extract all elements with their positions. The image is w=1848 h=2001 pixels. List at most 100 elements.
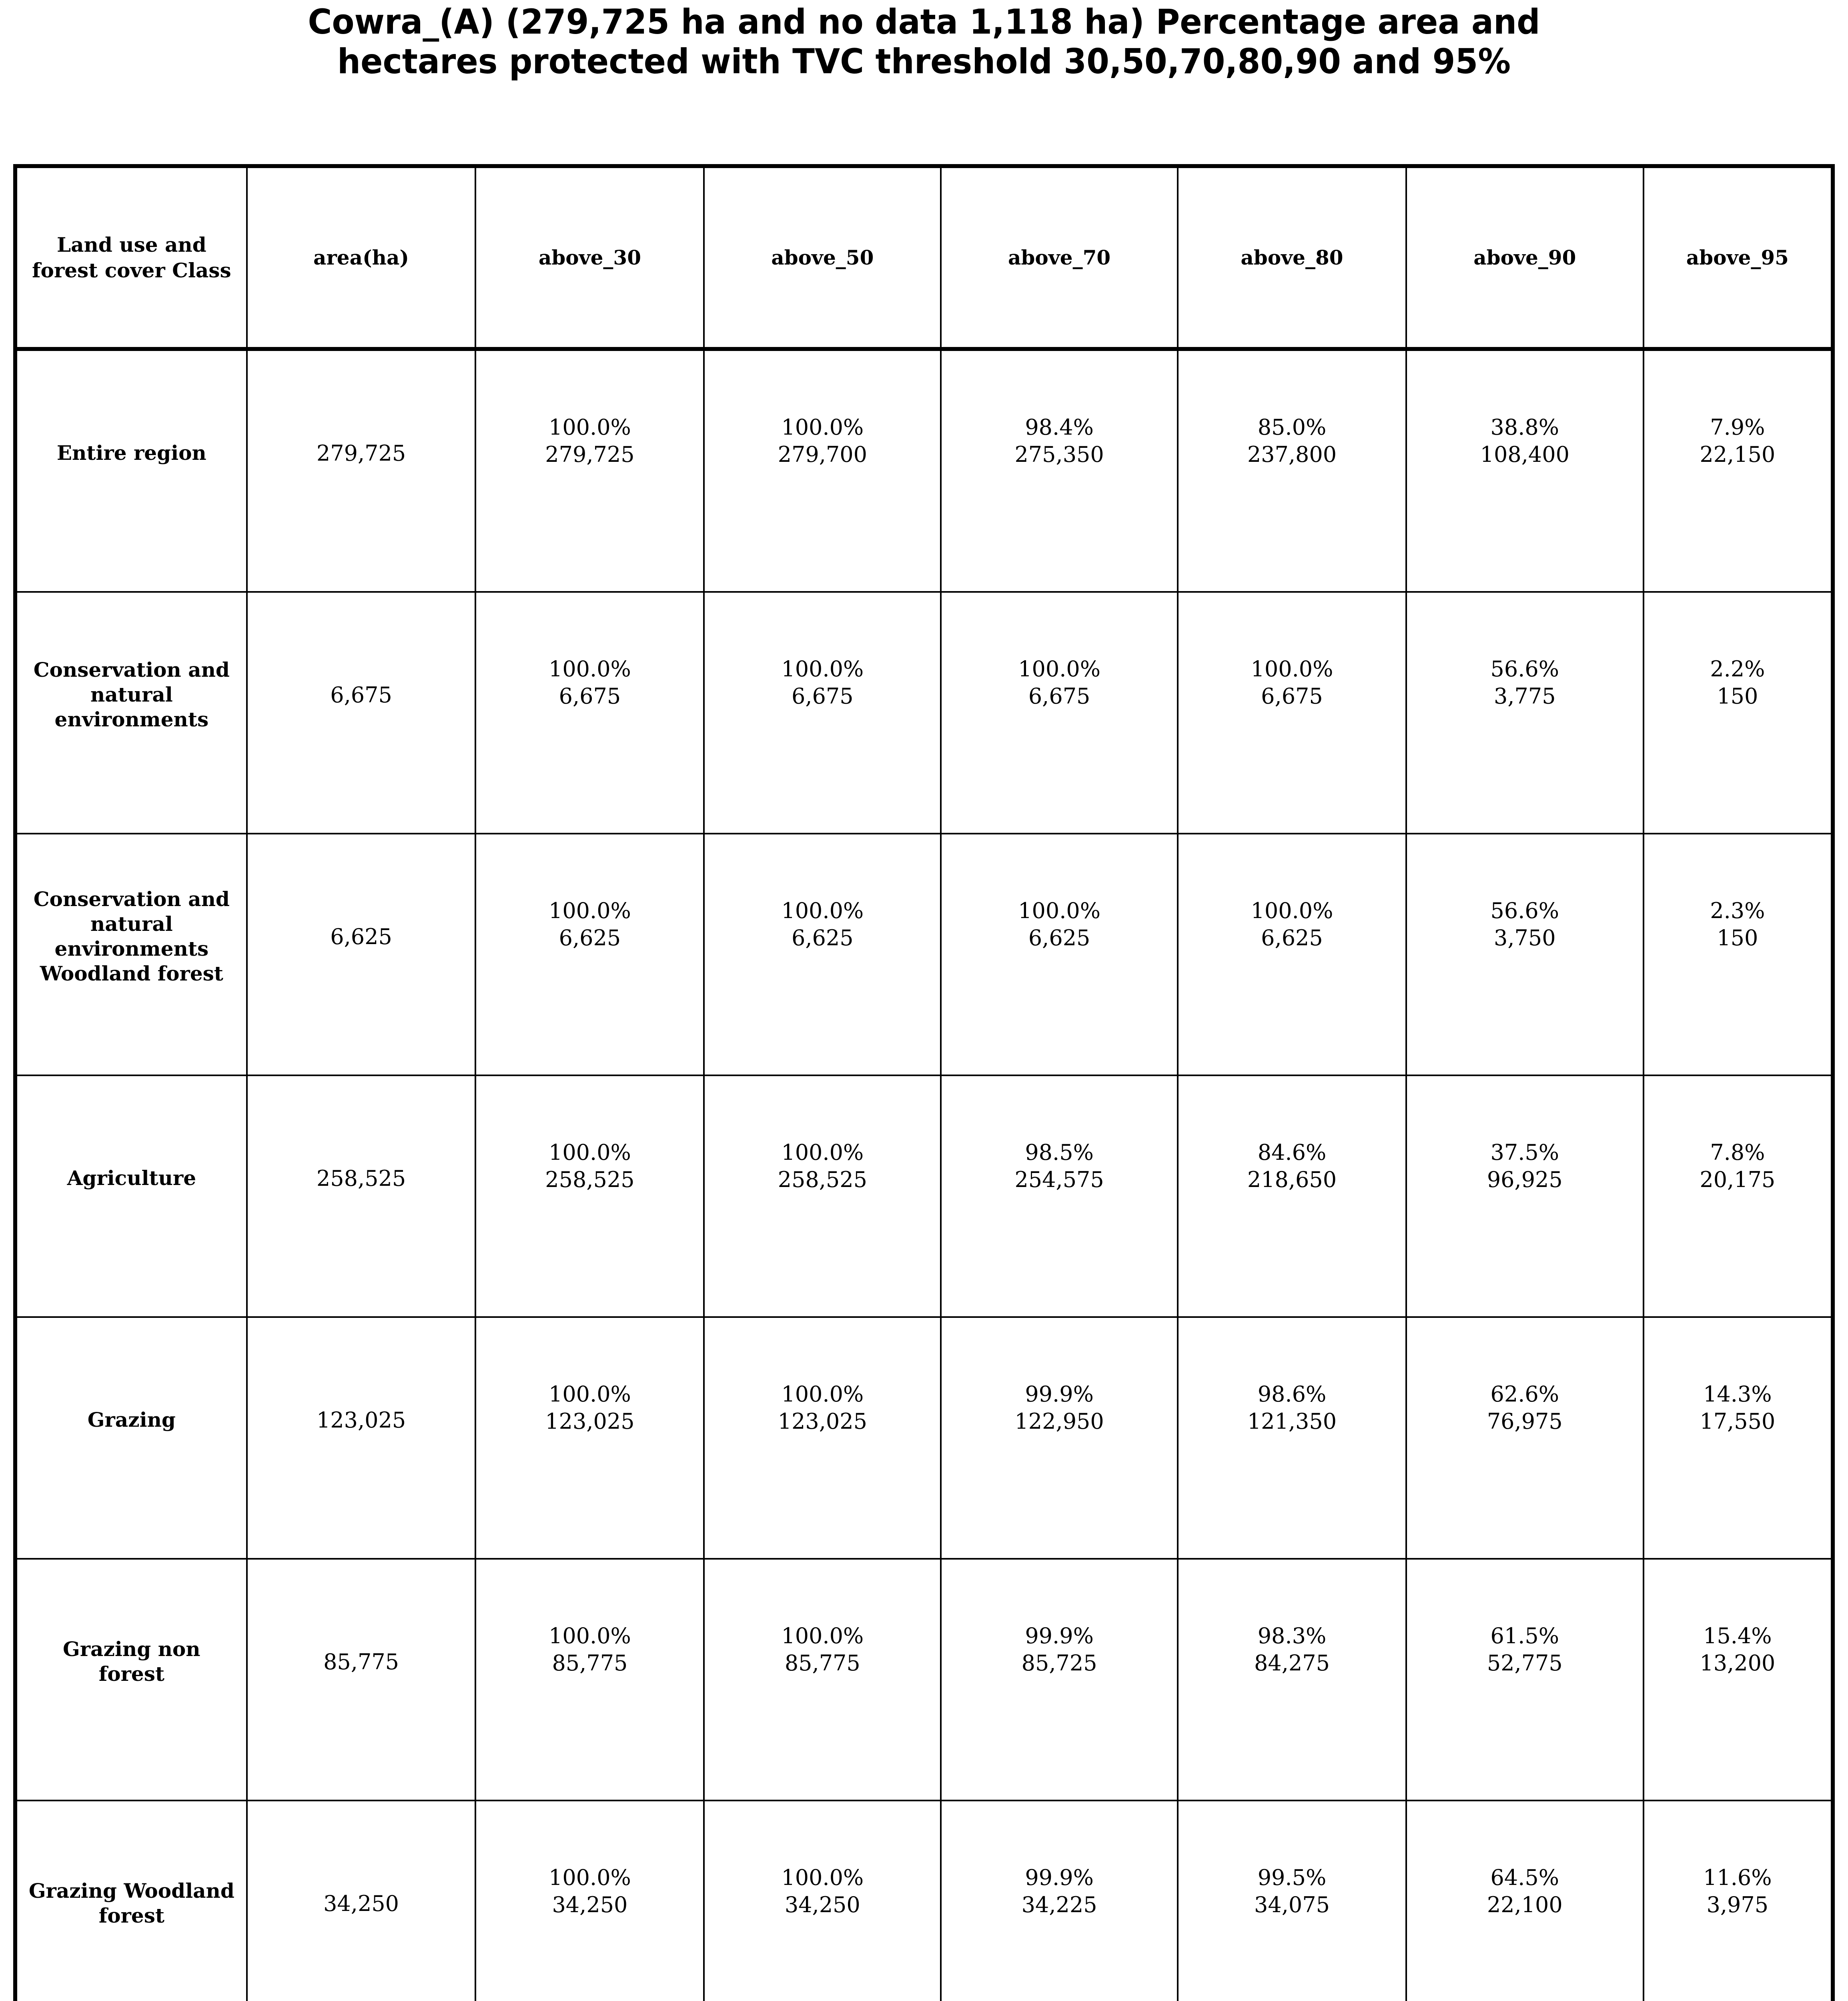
- table-row: Grazing Woodland forest 34,250 100.0% 34…: [14, 1800, 1834, 2001]
- above-95-cell: 2.3% 150: [1642, 833, 1834, 1076]
- percent-value: 100.0%: [548, 1623, 631, 1648]
- hectares-value: 84,275: [1254, 1650, 1330, 1676]
- percent-value: 100.0%: [548, 656, 631, 682]
- percent-value: 38.8%: [1490, 415, 1559, 440]
- above-95-cell: 11.6% 3,975: [1642, 1800, 1834, 2001]
- landuse-class-cell: Conservation and natural environments: [14, 591, 248, 834]
- hectares-value: 150: [1717, 925, 1758, 950]
- above-70-cell: 99.9% 122,950: [940, 1316, 1179, 1560]
- landuse-class-cell: Agriculture: [14, 1075, 248, 1318]
- above-80-cell: 98.3% 84,275: [1177, 1558, 1407, 1801]
- percent-value: 100.0%: [781, 898, 864, 923]
- above-80-cell: 100.0% 6,675: [1177, 591, 1407, 834]
- hectares-value: 6,675: [1261, 684, 1323, 709]
- percent-value: 100.0%: [781, 1865, 864, 1890]
- hectares-value: 34,225: [1021, 1892, 1097, 1917]
- hectares-value: 6,675: [792, 684, 854, 709]
- percent-value: 37.5%: [1490, 1140, 1559, 1165]
- percent-value: 100.0%: [548, 1381, 631, 1407]
- percent-value: 100.0%: [781, 1623, 864, 1648]
- hectares-value: 20,175: [1700, 1167, 1776, 1192]
- hectares-value: 275,350: [1014, 442, 1104, 467]
- percent-value: 7.9%: [1710, 415, 1765, 440]
- percent-value: 100.0%: [1251, 898, 1333, 923]
- hectares-value: 34,075: [1254, 1892, 1330, 1917]
- hectares-value: 13,200: [1700, 1650, 1776, 1676]
- hectares-value: 6,625: [559, 925, 621, 950]
- hectares-value: 218,650: [1247, 1167, 1337, 1192]
- percent-value: 61.5%: [1490, 1623, 1559, 1648]
- above-70-cell: 100.0% 6,675: [940, 591, 1179, 834]
- percent-value: 15.4%: [1703, 1623, 1772, 1648]
- header-above-50: above_50: [703, 165, 942, 351]
- percent-value: 7.8%: [1710, 1140, 1765, 1165]
- hectares-value: 22,150: [1700, 442, 1776, 467]
- hectares-value: 34,250: [784, 1892, 860, 1917]
- hectares-value: 258,525: [545, 1167, 635, 1192]
- percent-value: 14.3%: [1703, 1381, 1772, 1407]
- above-80-cell: 100.0% 6,625: [1177, 833, 1407, 1076]
- hectares-value: 52,775: [1487, 1650, 1563, 1676]
- hectares-value: 3,750: [1494, 925, 1556, 950]
- percent-value: 56.6%: [1490, 898, 1559, 923]
- above-95-cell: 7.9% 22,150: [1642, 348, 1834, 593]
- above-50-cell: 100.0% 279,700: [703, 348, 942, 593]
- percent-value: 100.0%: [1018, 656, 1101, 682]
- hectares-value: 258,525: [778, 1167, 867, 1192]
- above-70-cell: 100.0% 6,625: [940, 833, 1179, 1076]
- percent-value: 100.0%: [548, 1865, 631, 1890]
- header-above-90: above_90: [1405, 165, 1644, 351]
- percent-value: 98.4%: [1025, 415, 1094, 440]
- hectares-value: 3,775: [1494, 684, 1556, 709]
- above-70-cell: 99.9% 34,225: [940, 1800, 1179, 2001]
- hectares-value: 85,725: [1021, 1650, 1097, 1676]
- table-row: Entire region 279,725 100.0% 279,725 100…: [14, 348, 1834, 593]
- percent-value: 100.0%: [548, 898, 631, 923]
- above-30-cell: 100.0% 6,625: [475, 833, 705, 1076]
- percent-value: 56.6%: [1490, 656, 1559, 682]
- hectares-value: 6,675: [559, 684, 621, 709]
- area-cell: 6,675: [246, 591, 477, 834]
- above-50-cell: 100.0% 34,250: [703, 1800, 942, 2001]
- percent-value: 84.6%: [1257, 1140, 1327, 1165]
- hectares-value: 6,625: [792, 925, 854, 950]
- hectares-value: 122,950: [1014, 1409, 1104, 1434]
- percent-value: 98.6%: [1257, 1381, 1327, 1407]
- above-95-cell: 7.8% 20,175: [1642, 1075, 1834, 1318]
- area-cell: 258,525: [246, 1075, 477, 1318]
- percent-value: 11.6%: [1703, 1865, 1772, 1890]
- above-50-cell: 100.0% 6,625: [703, 833, 942, 1076]
- above-95-cell: 15.4% 13,200: [1642, 1558, 1834, 1801]
- table-row: Conservation and natural environments Wo…: [14, 833, 1834, 1076]
- percent-value: 100.0%: [781, 656, 864, 682]
- hectares-value: 108,400: [1480, 442, 1569, 467]
- percent-value: 85.0%: [1257, 415, 1327, 440]
- above-95-cell: 14.3% 17,550: [1642, 1316, 1834, 1560]
- above-30-cell: 100.0% 6,675: [475, 591, 705, 834]
- table-row: Agriculture 258,525 100.0% 258,525 100.0…: [14, 1075, 1834, 1318]
- hectares-value: 76,975: [1487, 1409, 1563, 1434]
- hectares-value: 279,700: [778, 442, 867, 467]
- table-row: Grazing 123,025 100.0% 123,025 100.0% 12…: [14, 1316, 1834, 1560]
- percent-value: 98.5%: [1025, 1140, 1094, 1165]
- percent-value: 100.0%: [1018, 898, 1101, 923]
- hectares-value: 6,675: [1028, 684, 1090, 709]
- header-above-30: above_30: [475, 165, 705, 351]
- percent-value: 100.0%: [781, 1381, 864, 1407]
- header-area: area(ha): [246, 165, 477, 351]
- hectares-value: 150: [1717, 684, 1758, 709]
- percent-value: 98.3%: [1257, 1623, 1327, 1648]
- landuse-class-cell: Grazing non forest: [14, 1558, 248, 1801]
- header-class: Land use and forest cover Class: [14, 165, 248, 351]
- header-above-80: above_80: [1177, 165, 1407, 351]
- percent-value: 99.9%: [1025, 1381, 1094, 1407]
- above-90-cell: 64.5% 22,100: [1405, 1800, 1644, 2001]
- page-title-line1: Cowra_(A) (279,725 ha and no data 1,118 …: [308, 2, 1540, 42]
- percent-value: 100.0%: [781, 415, 864, 440]
- above-90-cell: 56.6% 3,775: [1405, 591, 1644, 834]
- hectares-value: 123,025: [545, 1409, 635, 1434]
- above-70-cell: 98.4% 275,350: [940, 348, 1179, 593]
- above-50-cell: 100.0% 123,025: [703, 1316, 942, 1560]
- above-70-cell: 99.9% 85,725: [940, 1558, 1179, 1801]
- above-90-cell: 38.8% 108,400: [1405, 348, 1644, 593]
